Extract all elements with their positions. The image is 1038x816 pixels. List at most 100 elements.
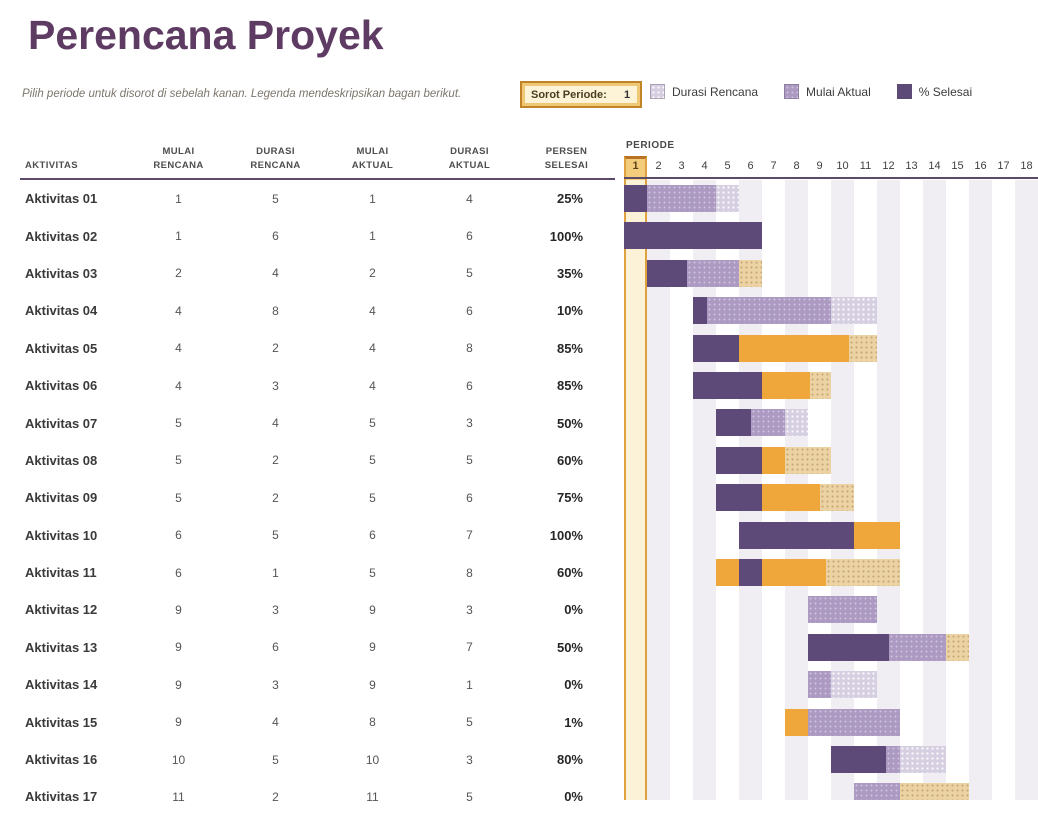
actual-start-cell[interactable]: 11 (366, 789, 379, 804)
actual-start-cell[interactable]: 8 (369, 715, 376, 730)
actual-start-cell[interactable]: 10 (365, 752, 380, 767)
plan-start-cell[interactable]: 5 (175, 490, 182, 505)
plan-start-cell[interactable]: 2 (175, 266, 182, 281)
activity-name-cell[interactable]: Aktivitas 16 (25, 752, 98, 768)
plan-duration-cell[interactable]: 3 (272, 378, 279, 393)
plan-duration-cell[interactable]: 6 (272, 640, 279, 655)
highlight-period-value[interactable]: 1 (623, 88, 631, 101)
actual-duration-cell[interactable]: 4 (466, 191, 473, 206)
activity-name-cell[interactable]: Aktivitas 15 (25, 714, 98, 730)
plan-duration-cell[interactable]: 5 (272, 752, 279, 767)
plan-duration-cell[interactable]: 3 (272, 602, 279, 617)
percent-complete-cell[interactable]: 1% (564, 714, 583, 730)
actual-duration-cell[interactable]: 8 (466, 341, 473, 356)
activity-name-cell[interactable]: Aktivitas 11 (25, 565, 97, 581)
plan-start-cell[interactable]: 11 (172, 789, 185, 804)
plan-start-cell[interactable]: 6 (175, 565, 182, 580)
plan-start-cell[interactable]: 4 (175, 303, 182, 318)
activity-name-cell[interactable]: Aktivitas 10 (25, 527, 98, 543)
actual-duration-cell[interactable]: 7 (466, 640, 473, 655)
plan-start-cell[interactable]: 5 (175, 453, 182, 468)
actual-duration-cell[interactable]: 3 (466, 416, 473, 431)
plan-start-cell[interactable]: 6 (175, 528, 182, 543)
actual-start-cell[interactable]: 5 (369, 416, 376, 431)
actual-duration-cell[interactable]: 5 (466, 266, 473, 281)
actual-duration-cell[interactable]: 3 (466, 752, 473, 767)
plan-duration-cell[interactable]: 2 (272, 341, 279, 356)
percent-complete-cell[interactable]: 35% (556, 265, 583, 281)
plan-start-cell[interactable]: 4 (175, 378, 182, 393)
percent-complete-cell[interactable]: 50% (556, 415, 583, 431)
actual-start-cell[interactable]: 6 (369, 528, 376, 543)
actual-duration-cell[interactable]: 5 (466, 715, 473, 730)
plan-duration-cell[interactable]: 2 (272, 789, 279, 804)
plan-duration-cell[interactable]: 2 (272, 490, 279, 505)
actual-start-cell[interactable]: 9 (369, 677, 376, 692)
actual-duration-cell[interactable]: 6 (466, 378, 473, 393)
activity-name-cell[interactable]: Aktivitas 02 (25, 228, 98, 244)
plan-start-cell[interactable]: 10 (171, 752, 186, 767)
activity-name-cell[interactable]: Aktivitas 14 (25, 677, 98, 693)
actual-start-cell[interactable]: 4 (369, 303, 376, 318)
percent-complete-cell[interactable]: 0% (564, 789, 583, 805)
percent-complete-cell[interactable]: 0% (564, 677, 583, 693)
plan-duration-cell[interactable]: 5 (272, 191, 279, 206)
plan-duration-cell[interactable]: 6 (272, 229, 279, 244)
plan-duration-cell[interactable]: 4 (272, 416, 279, 431)
plan-start-cell[interactable]: 4 (175, 341, 182, 356)
plan-start-cell[interactable]: 9 (175, 640, 182, 655)
activity-name-cell[interactable]: Aktivitas 03 (25, 265, 98, 281)
percent-complete-cell[interactable]: 10% (556, 303, 583, 319)
plan-duration-cell[interactable]: 3 (272, 677, 279, 692)
plan-start-cell[interactable]: 5 (175, 416, 182, 431)
actual-start-cell[interactable]: 5 (369, 453, 376, 468)
actual-duration-cell[interactable]: 3 (466, 602, 473, 617)
activity-name-cell[interactable]: Aktivitas 13 (25, 639, 98, 655)
actual-start-cell[interactable]: 5 (369, 565, 376, 580)
actual-start-cell[interactable]: 4 (369, 378, 376, 393)
plan-start-cell[interactable]: 9 (175, 602, 182, 617)
actual-start-cell[interactable]: 1 (369, 191, 376, 206)
activity-name-cell[interactable]: Aktivitas 07 (25, 415, 98, 431)
actual-duration-cell[interactable]: 1 (466, 677, 473, 692)
activity-name-cell[interactable]: Aktivitas 01 (25, 191, 98, 207)
percent-complete-cell[interactable]: 85% (556, 378, 583, 394)
plan-duration-cell[interactable]: 4 (272, 266, 279, 281)
actual-duration-cell[interactable]: 6 (466, 303, 473, 318)
percent-complete-cell[interactable]: 100% (549, 228, 583, 244)
percent-complete-cell[interactable]: 25% (556, 191, 583, 207)
percent-complete-cell[interactable]: 80% (556, 752, 583, 768)
plan-start-cell[interactable]: 1 (175, 229, 182, 244)
plan-duration-cell[interactable]: 4 (272, 715, 279, 730)
activity-name-cell[interactable]: Aktivitas 05 (25, 340, 98, 356)
plan-start-cell[interactable]: 9 (175, 677, 182, 692)
plan-start-cell[interactable]: 1 (175, 191, 182, 206)
activity-name-cell[interactable]: Aktivitas 06 (25, 378, 98, 394)
actual-duration-cell[interactable]: 5 (466, 453, 473, 468)
plan-duration-cell[interactable]: 8 (272, 303, 279, 318)
percent-complete-cell[interactable]: 60% (556, 565, 583, 581)
percent-complete-cell[interactable]: 100% (549, 527, 583, 543)
activity-name-cell[interactable]: Aktivitas 09 (25, 490, 98, 506)
plan-duration-cell[interactable]: 1 (272, 565, 279, 580)
percent-complete-cell[interactable]: 50% (556, 639, 583, 655)
actual-start-cell[interactable]: 9 (369, 602, 376, 617)
actual-duration-cell[interactable]: 6 (466, 490, 473, 505)
actual-start-cell[interactable]: 5 (369, 490, 376, 505)
plan-duration-cell[interactable]: 5 (272, 528, 279, 543)
actual-start-cell[interactable]: 2 (369, 266, 376, 281)
actual-duration-cell[interactable]: 8 (466, 565, 473, 580)
activity-name-cell[interactable]: Aktivitas 12 (25, 602, 98, 618)
percent-complete-cell[interactable]: 60% (556, 452, 583, 468)
percent-complete-cell[interactable]: 75% (556, 490, 583, 506)
activity-name-cell[interactable]: Aktivitas 08 (25, 452, 98, 468)
actual-start-cell[interactable]: 1 (369, 229, 376, 244)
plan-start-cell[interactable]: 9 (175, 715, 182, 730)
actual-start-cell[interactable]: 9 (369, 640, 376, 655)
percent-complete-cell[interactable]: 85% (556, 340, 583, 356)
actual-duration-cell[interactable]: 5 (466, 789, 473, 804)
percent-complete-cell[interactable]: 0% (564, 602, 583, 618)
activity-name-cell[interactable]: Aktivitas 04 (25, 303, 98, 319)
activity-name-cell[interactable]: Aktivitas 17 (25, 789, 98, 805)
actual-duration-cell[interactable]: 7 (466, 528, 473, 543)
